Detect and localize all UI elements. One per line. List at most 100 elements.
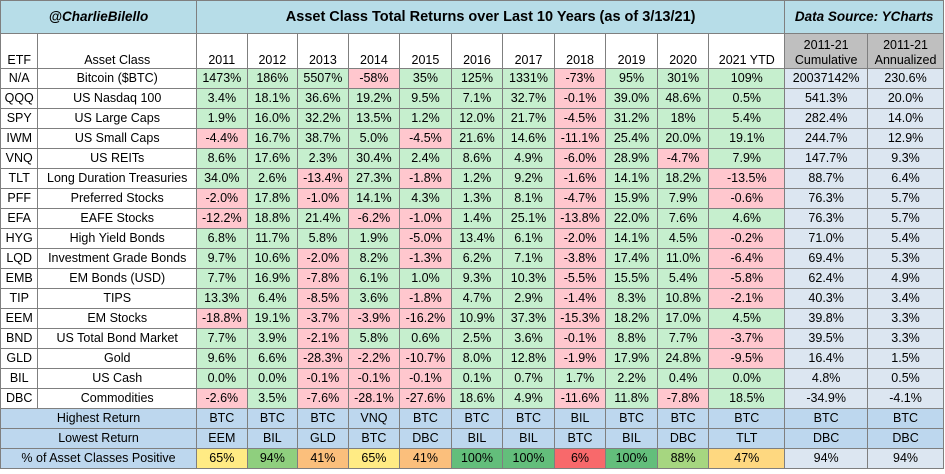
percent-positive-cell: 65% (196, 448, 248, 469)
return-cell: 16.7% (246, 128, 299, 149)
return-cell: -6.2% (347, 208, 401, 229)
return-cell: 9.7% (196, 248, 248, 269)
table-row: IWM US Small Caps -4.4% 16.7% 38.7% 5.0% -4.5%… (0, 128, 944, 149)
cumulative-return-cell: 40.3% (784, 288, 869, 309)
table-row: BND US Total Bond Market 7.7% 3.9% -2.1% 5.8%… (0, 328, 944, 349)
return-cell: 11.0% (656, 248, 710, 269)
return-cell: -3.7% (708, 328, 786, 349)
return-cell: -7.8% (656, 388, 710, 409)
return-cell: 8.8% (605, 328, 658, 349)
return-cell: -28.1% (347, 388, 401, 409)
etf-ticker: SPY (0, 108, 39, 129)
return-cell: 1.4% (450, 208, 504, 229)
return-cell: 1473% (196, 68, 248, 89)
etf-ticker: BND (0, 328, 39, 349)
etf-ticker: IWM (0, 128, 39, 149)
asset-class-label: Commodities (37, 388, 198, 409)
return-cell: 1.2% (450, 168, 504, 189)
annualized-return-cell: 6.4% (867, 168, 944, 189)
asset-class-label: US Large Caps (37, 108, 198, 129)
percent-positive-cell: 6% (553, 448, 607, 469)
highest-return-row: Highest Return BTC BTC BTC VNQ BTC BTC BTC BIL BT… (0, 408, 944, 429)
highest-return-cell: BTC (450, 408, 504, 429)
return-cell: 9.5% (399, 88, 452, 109)
return-cell: 0.5% (708, 88, 786, 109)
cumulative-return-cell: 16.4% (784, 348, 869, 369)
return-cell: 17.6% (246, 148, 299, 169)
etf-ticker: EEM (0, 308, 39, 329)
asset-class-label: Investment Grade Bonds (37, 248, 198, 269)
return-cell: -4.7% (656, 148, 710, 169)
return-cell: 11.7% (246, 228, 299, 249)
return-cell: 3.4% (196, 88, 248, 109)
annualized-return-cell: 14.0% (867, 108, 944, 129)
return-cell: 13.4% (450, 228, 504, 249)
etf-ticker: DBC (0, 388, 39, 409)
return-cell: -27.6% (399, 388, 452, 409)
cumulative-return-cell: 71.0% (784, 228, 869, 249)
return-cell: -1.0% (399, 208, 452, 229)
return-cell: -4.7% (553, 188, 607, 209)
year-header: 2019 (605, 33, 658, 69)
data-source: Data Source: YCharts (784, 0, 944, 34)
return-cell: 16.0% (246, 108, 299, 129)
return-cell: -1.8% (399, 168, 452, 189)
return-cell: -7.8% (297, 268, 349, 289)
highest-return-cell: BTC (246, 408, 299, 429)
cumulative-return-cell: 244.7% (784, 128, 869, 149)
return-cell: 18% (656, 108, 710, 129)
lowest-return-cell: DBC (867, 428, 944, 449)
etf-ticker: PFF (0, 188, 39, 209)
asset-class-label: Preferred Stocks (37, 188, 198, 209)
table-row: VNQ US REITs 8.6% 17.6% 2.3% 30.4% 2.4% 8.6% 4.9… (0, 148, 944, 169)
etf-ticker: TLT (0, 168, 39, 189)
highest-return-cell: VNQ (347, 408, 401, 429)
return-cell: 34.0% (196, 168, 248, 189)
return-cell: 16.9% (246, 268, 299, 289)
cumulative-header-line1: 2011-21 (803, 38, 849, 52)
return-cell: 1331% (502, 68, 555, 89)
lowest-return-label: Lowest Return (0, 428, 198, 449)
return-cell: 17.4% (605, 248, 658, 269)
return-cell: 28.9% (605, 148, 658, 169)
return-cell: 2.6% (246, 168, 299, 189)
year-header: 2012 (246, 33, 299, 69)
return-cell: 1.2% (399, 108, 452, 129)
percent-positive-cell: 94% (246, 448, 299, 469)
return-cell: -15.3% (553, 308, 607, 329)
return-cell: 7.7% (196, 328, 248, 349)
return-cell: 6.1% (347, 268, 401, 289)
annualized-return-cell: 0.5% (867, 368, 944, 389)
etf-ticker: TIP (0, 288, 39, 309)
lowest-return-cell: DBC (784, 428, 869, 449)
highest-return-cell: BTC (656, 408, 710, 429)
table-row: QQQ US Nasdaq 100 3.4% 18.1% 36.6% 19.2% 9.5% 7… (0, 88, 944, 109)
percent-positive-cell: 41% (399, 448, 452, 469)
return-cell: 4.3% (399, 188, 452, 209)
percent-positive-cell: 94% (867, 448, 944, 469)
return-cell: -3.9% (347, 308, 401, 329)
annualized-return-cell: 5.4% (867, 228, 944, 249)
year-header: 2014 (347, 33, 401, 69)
annualized-header-line2: Annualized (874, 53, 937, 67)
return-cell: -8.5% (297, 288, 349, 309)
annualized-return-cell: 1.5% (867, 348, 944, 369)
asset-class-label: EM Stocks (37, 308, 198, 329)
author-handle: @CharlieBilello (0, 0, 198, 34)
annualized-return-cell: 20.0% (867, 88, 944, 109)
return-cell: 32.2% (297, 108, 349, 129)
year-header: 2020 (656, 33, 710, 69)
table-row: PFF Preferred Stocks -2.0% 17.8% -1.0% 14.1% 4… (0, 188, 944, 209)
return-cell: 21.4% (297, 208, 349, 229)
return-cell: 24.8% (656, 348, 710, 369)
return-cell: 0.0% (708, 368, 786, 389)
return-cell: -2.0% (553, 228, 607, 249)
percent-positive-cell: 94% (784, 448, 869, 469)
year-header: 2016 (450, 33, 504, 69)
return-cell: 0.4% (656, 368, 710, 389)
annualized-return-cell: 9.3% (867, 148, 944, 169)
cumulative-return-cell: 39.5% (784, 328, 869, 349)
return-cell: 1.9% (196, 108, 248, 129)
